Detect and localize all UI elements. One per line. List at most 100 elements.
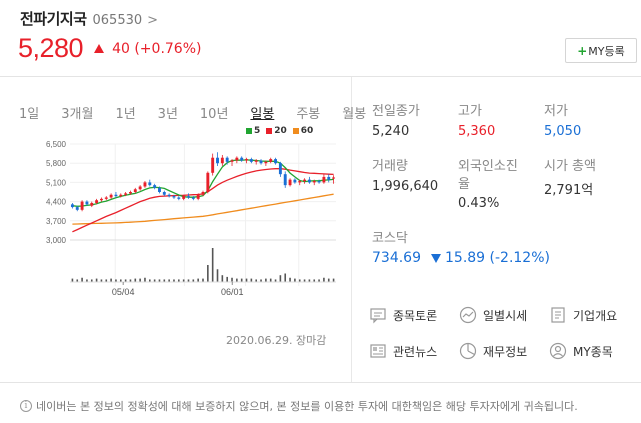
volume-bar (119, 279, 122, 282)
candle-body (75, 207, 79, 210)
volume-bar (197, 278, 199, 282)
volume-bar (139, 278, 141, 282)
legend-swatch-ma60 (292, 128, 299, 134)
stock-chart[interactable]: 6,500 5,800 5,100 4,400 3,700 3,000 05/04 06/01 (20, 136, 340, 306)
tab-weekly[interactable]: 주봉 (296, 107, 321, 122)
candle-body (327, 176, 331, 180)
tab-3m[interactable]: 3개월 (61, 107, 94, 122)
volume-bar (294, 278, 296, 282)
candle-body (230, 160, 234, 162)
candle-body (307, 179, 311, 183)
volume-bar (115, 279, 117, 282)
candle-body (133, 189, 137, 192)
tab-monthly[interactable]: 월봉 (342, 107, 367, 122)
candle-body (206, 172, 210, 192)
down-arrow-icon (431, 253, 441, 263)
volume-bar (284, 273, 287, 282)
volume-bar (81, 277, 83, 282)
volume-bar (129, 279, 132, 282)
legend-label-ma20: 20 (274, 126, 287, 136)
tab-3y[interactable]: 3년 (157, 107, 178, 122)
candle-body (201, 192, 205, 195)
volume-bar (192, 279, 195, 282)
candle-body (162, 192, 166, 195)
volume-label: 거래량 (372, 159, 408, 174)
candle-body (153, 185, 157, 188)
candle-body (70, 204, 74, 208)
volume-bar (216, 269, 219, 282)
candle-body (196, 194, 200, 199)
news-icon (370, 344, 386, 358)
x-tick-label: 06/01 (221, 287, 244, 297)
my-register-label: MY등록 (588, 44, 625, 58)
candle-body (172, 196, 176, 198)
kosdaq-value: 734.69 (372, 250, 421, 266)
high-value: 5,360 (458, 124, 496, 139)
volume-bar (323, 277, 325, 282)
volume-bar (76, 279, 79, 282)
tab-10y[interactable]: 10년 (199, 107, 229, 122)
volume-bar (153, 279, 156, 282)
financial-link[interactable]: 재무정보 (459, 342, 527, 360)
candle-body (249, 159, 253, 162)
legend-label-ma5: 5 (254, 126, 261, 136)
mcap-value: 2,791억 (544, 183, 594, 198)
news-link[interactable]: 관련뉴스 (369, 342, 437, 360)
trend-icon (459, 306, 477, 324)
my-stocks-link[interactable]: MY종목 (549, 342, 613, 360)
my-stocks-label: MY종목 (573, 344, 613, 359)
my-register-button[interactable]: + MY등록 (565, 38, 637, 63)
candle-body (211, 157, 215, 173)
legend-ma20: 20 (266, 126, 287, 136)
news-label: 관련뉴스 (393, 344, 438, 359)
volume-bar (231, 277, 233, 282)
divider-vertical (351, 77, 352, 382)
candle-body (187, 196, 190, 198)
prev-close-label: 전일종가 (372, 104, 420, 119)
foreign-label: 외국인소진율 (458, 159, 518, 192)
forum-link[interactable]: 종목토론 (369, 306, 437, 324)
volume-bar (124, 279, 127, 282)
info-icon: i (20, 400, 32, 412)
volume-bar (100, 279, 103, 282)
tab-1y[interactable]: 1년 (115, 107, 136, 122)
volume-bar (279, 275, 282, 282)
daily-quote-label: 일별시세 (483, 308, 528, 323)
stock-code[interactable]: 065530 (92, 13, 143, 28)
candle-body (245, 159, 248, 161)
chart-legend: 5 20 60 (246, 126, 319, 136)
chevron-right-icon[interactable]: > (147, 13, 159, 28)
volume-bar (168, 279, 170, 282)
volume-bar (134, 278, 137, 282)
tab-daily[interactable]: 일봉 (250, 107, 275, 122)
daily-quote-link[interactable]: 일별시세 (459, 306, 527, 324)
candle-body (216, 157, 219, 164)
candle-body (99, 198, 103, 201)
volume-bar (90, 279, 93, 282)
candle-body (259, 160, 263, 164)
volume-bar (110, 278, 112, 282)
legend-swatch-ma5 (246, 128, 252, 134)
tab-1d[interactable]: 1일 (19, 107, 40, 122)
candle-body (269, 159, 273, 162)
company-info-link[interactable]: 기업개요 (549, 306, 617, 324)
candle-body (220, 157, 224, 164)
candle-body (322, 176, 326, 183)
foreign-value: 0.43% (458, 196, 500, 211)
candle-body (109, 194, 113, 198)
candle-body (95, 200, 99, 203)
candle-body (85, 201, 89, 205)
candle-body (278, 163, 282, 175)
y-tick-label: 4,400 (46, 198, 67, 207)
stock-name[interactable]: 전파기지국 (20, 10, 87, 28)
current-price: 5,280 (18, 33, 84, 63)
candle-body (104, 197, 108, 199)
candle-body (240, 157, 244, 161)
prev-close-value: 5,240 (372, 124, 410, 139)
ma5-line (72, 159, 334, 207)
candle-body (138, 186, 142, 190)
low-label: 저가 (544, 104, 568, 119)
disclaimer: i 네이버는 본 정보의 정확성에 대해 보증하지 않으며, 본 정보를 이용한… (20, 398, 578, 414)
y-tick-label: 6,500 (46, 140, 67, 149)
volume-bar (207, 265, 209, 282)
